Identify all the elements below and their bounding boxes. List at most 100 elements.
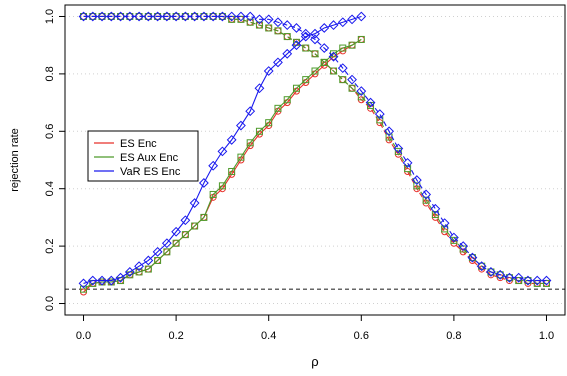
data-point	[476, 261, 487, 272]
data-point	[311, 50, 319, 58]
series-line-rising	[83, 15, 362, 284]
data-point	[152, 11, 163, 22]
data-point	[87, 11, 98, 22]
data-point	[339, 44, 347, 52]
data-point	[347, 74, 357, 85]
data-point	[468, 254, 476, 262]
x-tick-label: 0.8	[446, 330, 461, 342]
data-point	[124, 11, 135, 22]
data-point	[180, 215, 191, 226]
data-point	[134, 11, 144, 22]
data-point	[411, 175, 422, 185]
data-point	[163, 248, 171, 256]
data-point	[152, 246, 163, 257]
grid-lines	[65, 15, 565, 305]
data-point	[504, 272, 515, 283]
data-point	[161, 11, 172, 22]
y-tick-label: 0.8	[44, 66, 56, 81]
data-point	[78, 278, 89, 289]
series-line-rising	[83, 38, 362, 290]
data-point	[541, 275, 552, 286]
data-point	[348, 84, 356, 92]
data-point	[106, 11, 117, 22]
data-point	[255, 127, 263, 135]
data-point	[273, 17, 283, 28]
data-point	[254, 14, 265, 25]
y-axis-label: rejection rate	[9, 128, 21, 192]
data-point	[208, 160, 219, 171]
data-point	[319, 23, 330, 33]
data-point	[283, 33, 291, 41]
data-point	[181, 231, 189, 239]
data-point	[191, 222, 199, 230]
data-point	[448, 232, 459, 243]
data-point	[283, 96, 291, 104]
data-point	[80, 285, 88, 293]
data-point	[263, 14, 274, 25]
series-line-rejection	[83, 15, 547, 282]
x-tick-label: 0.4	[261, 330, 276, 342]
data-point	[171, 226, 182, 237]
data-point	[478, 262, 486, 270]
data-point	[218, 12, 226, 20]
data-point	[115, 11, 126, 22]
data-point	[274, 104, 282, 112]
data-point	[255, 21, 263, 29]
y-tick-label: 0.4	[44, 181, 56, 196]
data-point	[226, 11, 237, 22]
data-point	[198, 11, 209, 22]
data-point	[282, 48, 293, 59]
x-axis: 0.0 0.2 0.4 0.6 0.8 1.0	[76, 315, 554, 342]
y-tick-label: 0.0	[44, 296, 56, 311]
data-point	[143, 255, 154, 266]
data-point	[532, 275, 543, 286]
data-point	[198, 178, 209, 188]
data-point	[356, 11, 367, 22]
data-point	[236, 11, 246, 22]
data-point	[143, 11, 154, 22]
data-point	[97, 275, 107, 286]
data-point	[357, 35, 365, 43]
data-point	[523, 275, 533, 286]
series-layer	[78, 11, 552, 296]
y-tick-label: 0.2	[44, 238, 56, 253]
plot-frame	[64, 4, 566, 316]
data-point	[394, 147, 402, 155]
data-point	[311, 67, 319, 75]
data-point	[302, 44, 310, 52]
data-point	[97, 11, 107, 22]
data-point	[292, 84, 300, 92]
data-point	[274, 27, 282, 35]
series-line-rejection	[83, 15, 547, 284]
data-point	[496, 271, 504, 279]
data-point	[283, 33, 291, 41]
data-point	[441, 225, 449, 233]
data-point	[134, 261, 144, 272]
data-point	[217, 146, 228, 157]
data-point	[458, 241, 469, 252]
legend-box	[87, 130, 199, 182]
data-point	[320, 58, 328, 66]
x-tick-label: 1.0	[539, 330, 554, 342]
legend-label: VaR ES Enc	[120, 166, 181, 178]
data-point	[282, 20, 293, 30]
data-point	[246, 139, 254, 147]
data-point	[365, 97, 376, 108]
data-point	[237, 153, 245, 161]
legend-label: ES Aux Enc	[120, 152, 179, 164]
data-point	[245, 106, 256, 117]
data-point	[265, 24, 273, 32]
data-point	[515, 277, 523, 285]
data-point	[106, 275, 117, 286]
x-axis-label: ρ	[311, 354, 318, 369]
data-point	[78, 11, 89, 22]
data-point	[330, 67, 338, 75]
data-point	[413, 182, 421, 190]
data-point	[328, 51, 339, 62]
data-point	[431, 211, 439, 219]
data-point	[218, 182, 226, 190]
data-point	[217, 11, 228, 22]
data-point	[339, 76, 347, 84]
data-point	[154, 12, 162, 20]
series-var-es-enc	[78, 11, 552, 289]
